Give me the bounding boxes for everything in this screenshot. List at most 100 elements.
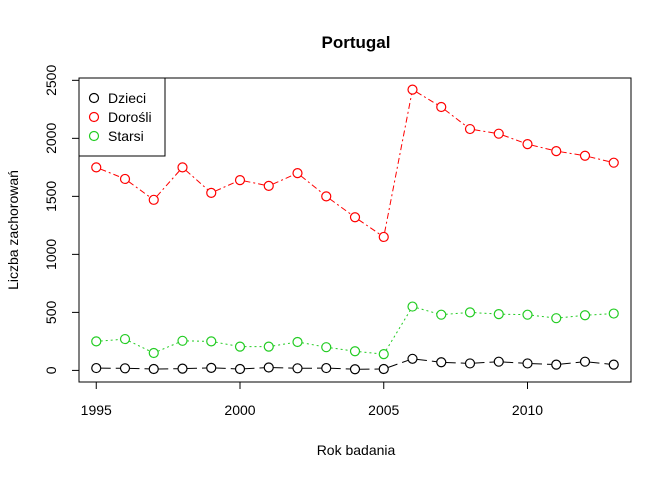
series-segment bbox=[215, 341, 236, 347]
data-point bbox=[608, 308, 619, 319]
legend-label: Dzieci bbox=[108, 90, 146, 106]
data-point bbox=[321, 191, 332, 202]
series-segment bbox=[531, 314, 552, 319]
data-point bbox=[608, 359, 619, 370]
data-point bbox=[292, 168, 303, 179]
legend-marker bbox=[88, 92, 100, 104]
series-segment bbox=[589, 156, 610, 163]
data-point bbox=[263, 362, 274, 373]
data-point bbox=[177, 363, 188, 374]
series-segment bbox=[215, 367, 236, 370]
series-segment bbox=[416, 91, 438, 106]
data-point bbox=[551, 359, 562, 370]
series-layer bbox=[91, 84, 619, 375]
series-segment bbox=[474, 129, 495, 134]
series-segment bbox=[560, 315, 581, 319]
series-segment bbox=[300, 175, 324, 194]
data-point bbox=[292, 363, 303, 374]
data-point bbox=[436, 309, 447, 320]
series-segment bbox=[445, 361, 466, 364]
data-point bbox=[493, 309, 504, 320]
series-segment bbox=[589, 361, 610, 365]
data-point bbox=[579, 310, 591, 321]
series-segment bbox=[445, 312, 466, 315]
series-segment bbox=[560, 151, 581, 156]
y-tick-label: 1000 bbox=[43, 239, 59, 270]
series-segment bbox=[474, 361, 495, 364]
data-point bbox=[551, 145, 562, 157]
series-segment bbox=[531, 363, 552, 365]
series-segment bbox=[185, 169, 209, 191]
series-segment bbox=[215, 181, 237, 192]
data-point bbox=[579, 356, 591, 367]
data-point bbox=[177, 162, 188, 173]
series-segment bbox=[244, 180, 265, 186]
series-segment bbox=[100, 168, 122, 178]
series-segment bbox=[387, 359, 409, 368]
data-point bbox=[321, 362, 332, 374]
data-point bbox=[349, 212, 361, 223]
data-point bbox=[91, 362, 102, 374]
legend-marker bbox=[88, 130, 100, 142]
data-point bbox=[206, 336, 217, 347]
data-point bbox=[91, 336, 102, 347]
series-segment bbox=[416, 358, 437, 363]
series-segment bbox=[330, 367, 351, 370]
data-point bbox=[349, 364, 361, 375]
data-point bbox=[551, 313, 562, 324]
data-point bbox=[407, 84, 418, 95]
x-tick-label: 1995 bbox=[81, 402, 112, 418]
legend-label: Dorośli bbox=[108, 109, 152, 125]
series-dorośli bbox=[91, 84, 619, 243]
data-point bbox=[436, 357, 447, 368]
series-segment bbox=[560, 361, 581, 365]
series-segment bbox=[273, 367, 294, 369]
series-segment bbox=[385, 310, 411, 351]
data-point bbox=[378, 363, 389, 375]
y-tick-label: 500 bbox=[43, 300, 59, 324]
y-tick-label: 0 bbox=[43, 366, 59, 374]
data-point bbox=[407, 353, 418, 364]
data-point bbox=[436, 101, 447, 113]
series-segment bbox=[157, 342, 179, 352]
legend: Dzieci Dorośli Starsi bbox=[78, 77, 166, 157]
data-point bbox=[234, 363, 246, 375]
series-starsi bbox=[91, 301, 619, 360]
data-point bbox=[263, 341, 274, 352]
data-point bbox=[263, 180, 274, 192]
series-segment bbox=[244, 367, 265, 370]
data-point bbox=[119, 333, 131, 345]
data-point bbox=[378, 349, 389, 360]
series-segment bbox=[273, 342, 294, 347]
data-point bbox=[493, 128, 504, 139]
data-point bbox=[234, 175, 246, 186]
x-tick-label: 2005 bbox=[368, 402, 399, 418]
data-point bbox=[148, 363, 159, 375]
y-tick-label: 2500 bbox=[43, 65, 59, 96]
series-segment bbox=[272, 174, 294, 185]
x-tick-label: 2000 bbox=[224, 402, 255, 418]
y-axis-label: Liczba zachorowań bbox=[5, 170, 21, 290]
data-point bbox=[206, 187, 217, 198]
series-segment bbox=[128, 340, 150, 352]
series-segment bbox=[100, 338, 121, 342]
series-segment bbox=[384, 93, 413, 233]
data-point bbox=[464, 358, 476, 369]
data-point bbox=[579, 150, 591, 161]
data-point bbox=[464, 123, 476, 135]
data-point bbox=[464, 307, 476, 318]
legend-label: Starsi bbox=[108, 128, 144, 144]
x-tick-label: 2010 bbox=[512, 402, 543, 418]
data-point bbox=[522, 309, 533, 320]
data-point bbox=[119, 173, 131, 185]
series-segment bbox=[502, 134, 524, 144]
series-dzieci bbox=[91, 353, 619, 375]
y-tick-label: 2000 bbox=[43, 123, 59, 154]
data-point bbox=[119, 363, 131, 374]
series-segment bbox=[503, 361, 524, 364]
x-axis: 1995 2000 2005 2010 bbox=[81, 381, 543, 418]
data-point bbox=[522, 358, 533, 369]
data-point bbox=[522, 139, 533, 150]
data-point bbox=[378, 231, 389, 243]
